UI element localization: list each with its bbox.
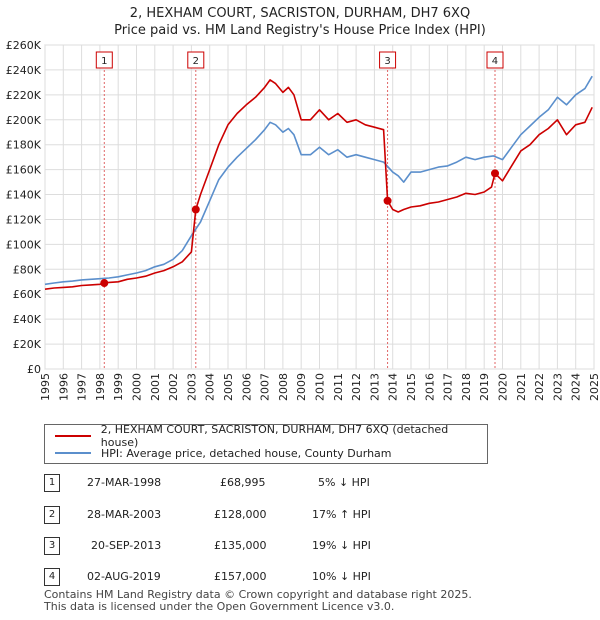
x-tick-label: 2021 [515, 373, 528, 401]
transaction-badge-4 [486, 51, 504, 69]
y-tick-label: £180K [6, 139, 42, 152]
x-tick-label: 2008 [277, 373, 290, 401]
x-tick-label: 2020 [497, 373, 510, 401]
x-tick-label: 1996 [57, 373, 70, 401]
transaction-point-4 [490, 169, 499, 178]
chart-title: 2, HEXHAM COURT, SACRISTON, DURHAM, DH7 … [129, 6, 471, 21]
hpi-line [44, 75, 593, 286]
transaction-badge-label-3: 3 [384, 56, 390, 67]
legend-label-property: 2, HEXHAM COURT, SACRISTON, DURHAM, DH7 … [100, 423, 449, 449]
transaction-number: 2 [44, 506, 60, 524]
x-tick-label: 1997 [76, 373, 89, 401]
y-tick-label: £60K [13, 288, 42, 301]
transaction-price: £157,000 [214, 570, 267, 583]
grid [44, 44, 595, 370]
y-tick-label: £240K [6, 64, 42, 77]
transaction-markers [100, 169, 499, 288]
y-tick-label: £160K [6, 164, 42, 177]
y-tick-label: £0 [27, 363, 41, 376]
transaction-price: £135,000 [214, 539, 267, 552]
x-tick-label: 2024 [570, 373, 583, 401]
y-tick-label: £80K [13, 263, 42, 276]
transaction-number: 1 [44, 474, 60, 492]
x-tick-label: 1995 [39, 373, 52, 401]
transaction-date: 20-SEP-2013 [91, 539, 162, 552]
x-tick-label: 2001 [149, 373, 162, 401]
transaction-date: 02-AUG-2019 [87, 570, 161, 583]
x-tick-label: 2004 [204, 373, 217, 401]
transaction-hpi: 5% ↓ HPI [318, 476, 370, 489]
transaction-hpi: 19% ↓ HPI [312, 539, 371, 552]
table-row: 4 02-AUG-2019 £157,000 10% ↓ HPI [0, 568, 600, 590]
transaction-number: 4 [44, 568, 60, 586]
legend-item-property: 2, HEXHAM COURT, SACRISTON, DURHAM, DH7 … [55, 423, 487, 449]
x-tick-label: 2025 [588, 373, 600, 401]
transaction-badge-1 [95, 51, 113, 69]
x-tick-label: 2017 [442, 373, 455, 401]
y-tick-label: £20K [13, 338, 42, 351]
transaction-hpi: 10% ↓ HPI [312, 570, 371, 583]
transaction-price: £128,000 [214, 508, 267, 521]
x-tick-label: 2010 [314, 373, 327, 401]
transaction-date: 27-MAR-1998 [87, 476, 162, 489]
transaction-badge-label-2: 2 [193, 56, 199, 67]
transaction-number: 3 [44, 537, 60, 555]
transaction-date: 28-MAR-2003 [87, 508, 162, 521]
transaction-point-2 [191, 205, 200, 214]
transaction-price: £68,995 [220, 476, 266, 489]
y-tick-label: £120K [6, 213, 42, 226]
table-row: 3 20-SEP-2013 £135,000 19% ↓ HPI [0, 537, 600, 559]
footer-line-2: This data is licensed under the Open Gov… [44, 600, 395, 613]
legend-item-hpi: HPI: Average price, detached house, Coun… [55, 445, 392, 461]
legend-label-hpi: HPI: Average price, detached house, Coun… [101, 446, 392, 460]
transaction-point-1 [100, 279, 109, 288]
x-tick-label: 2018 [460, 373, 473, 401]
transaction-hpi: 17% ↑ HPI [312, 508, 371, 521]
legend-swatch-hpi [55, 452, 91, 454]
x-tick-label: 2006 [240, 373, 253, 401]
transaction-lines: 1 2 3 4 [95, 51, 504, 369]
x-tick-label: 2016 [423, 373, 436, 401]
x-tick-label: 2019 [478, 373, 491, 401]
y-tick-label: £140K [6, 189, 42, 202]
x-tick-label: 2009 [295, 373, 308, 401]
transaction-badge-3 [379, 51, 397, 69]
x-tick-label: 1998 [94, 373, 107, 401]
x-tick-label: 1999 [112, 373, 125, 401]
footer: Contains HM Land Registry data © Crown c… [44, 589, 472, 613]
x-tick-label: 2023 [551, 373, 564, 401]
x-tick-label: 2015 [405, 373, 418, 401]
table-row: 1 27-MAR-1998 £68,995 5% ↓ HPI [0, 474, 600, 496]
x-tick-label: 2022 [533, 373, 546, 401]
transaction-badge-2 [187, 51, 205, 69]
legend-swatch-property [55, 435, 91, 437]
y-tick-label: £260K [6, 39, 42, 52]
price-chart: 1 2 3 4 £0 £20K £40K £60K £80K £100K £120K £140K £1… [6, 39, 600, 401]
y-tick-label: £200K [6, 114, 42, 127]
x-tick-label: 2005 [222, 373, 235, 401]
x-tick-label: 2000 [131, 373, 144, 401]
x-tick-label: 2007 [259, 373, 272, 401]
x-tick-label: 2012 [350, 373, 363, 401]
y-tick-label: £220K [6, 89, 42, 102]
y-tick-label: £40K [13, 313, 42, 326]
x-tick-label: 2003 [185, 373, 198, 401]
table-row: 2 28-MAR-2003 £128,000 17% ↑ HPI [0, 506, 600, 528]
transaction-point-3 [383, 196, 392, 205]
axes: £0 £20K £40K £60K £80K £100K £120K £140K £160K £1… [6, 39, 600, 401]
transaction-badge-label-1: 1 [101, 56, 107, 67]
x-tick-label: 2014 [387, 373, 400, 401]
transaction-badge-label-4: 4 [492, 56, 498, 67]
footer-line-1: Contains HM Land Registry data © Crown c… [44, 588, 472, 601]
chart-subtitle: Price paid vs. HM Land Registry's House … [114, 23, 486, 38]
y-tick-label: £100K [6, 238, 42, 251]
legend: 2, HEXHAM COURT, SACRISTON, DURHAM, DH7 … [44, 423, 488, 464]
x-tick-label: 2002 [167, 373, 180, 401]
x-tick-label: 2011 [332, 373, 345, 401]
x-tick-label: 2013 [368, 373, 381, 401]
